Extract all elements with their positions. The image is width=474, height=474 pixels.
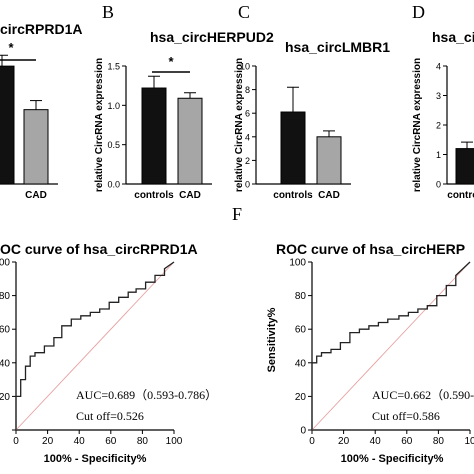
panel-title: ROC curve of hsa_circHERP — [276, 241, 465, 257]
category-label: controls — [447, 190, 474, 201]
roc-curve — [311, 261, 471, 430]
bar-controls — [280, 111, 306, 185]
panel-letter: D — [412, 2, 425, 22]
bar-CAD — [177, 97, 203, 185]
y-axis-label: Sensitivity% — [266, 307, 278, 372]
category-label: CAD — [318, 190, 340, 201]
panel-rprd1a-bar: circRPRD1A CAD * — [0, 21, 82, 201]
auc-label: AUC=0.662（0.590- — [372, 388, 474, 402]
y-tick-label: 40 — [295, 358, 307, 369]
auc-label: AUC=0.689（0.593-0.786） — [76, 388, 217, 402]
panel-letter: C — [238, 2, 250, 22]
category-label: controls — [134, 190, 174, 201]
y-tick-label: 1.5 — [107, 62, 120, 72]
y-axis-label: relative CircRNA expression — [234, 58, 245, 192]
x-tick-label: 100 — [166, 436, 183, 447]
x-tick-label: 20 — [338, 436, 350, 447]
bar-controls — [0, 65, 15, 185]
bar-CAD — [23, 109, 49, 185]
x-tick-label: 80 — [433, 436, 445, 447]
reference-diagonal — [311, 261, 471, 431]
bar-controls — [141, 87, 167, 185]
panel-letter: F — [232, 204, 242, 224]
significance-marker: * — [8, 40, 14, 55]
y-tick-label: 100 — [289, 258, 306, 269]
y-tick-label: 60 — [295, 325, 307, 336]
x-axis-label: 100% - Specificity% — [341, 453, 444, 465]
reference-diagonal — [15, 261, 175, 431]
y-tick-label: 4 — [245, 132, 250, 142]
cutoff-label: Cut off=0.586 — [372, 409, 440, 423]
y-tick-label: 20 — [295, 392, 307, 403]
y-tick-label: 0.0 — [107, 180, 120, 190]
panel-title: hsa_circ — [432, 29, 474, 45]
y-tick-label: 60 — [0, 325, 10, 336]
y-tick-label: 1.0 — [107, 101, 120, 111]
x-tick-label: 0 — [13, 436, 19, 447]
x-tick-label: 40 — [74, 436, 86, 447]
y-axis-label: relative CircRNA expression — [412, 58, 423, 192]
panel-title: hsa_circLMBR1 — [285, 39, 390, 55]
y-tick-label: 0 — [436, 180, 441, 190]
y-tick-label: 20 — [0, 392, 10, 403]
x-tick-label: 60 — [105, 436, 117, 447]
panel-title: circRPRD1A — [0, 21, 82, 37]
y-tick-label: 0 — [245, 180, 250, 190]
y-tick-label: 80 — [295, 291, 307, 302]
y-tick-label: 00 — [0, 258, 10, 269]
y-axis-label: relative CircRNA expression — [94, 58, 105, 192]
category-label: controls — [273, 190, 313, 201]
y-tick-label: 4 — [436, 62, 441, 72]
panel-d-bar: D hsa_circ 0 1 2 3 4 relative CircRNA express… — [412, 2, 474, 201]
y-tick-label: 10 — [240, 62, 250, 72]
y-tick-label: 2 — [436, 121, 441, 131]
bar-controls — [455, 148, 474, 185]
y-tick-label: 8 — [245, 85, 250, 95]
y-tick-label: 80 — [0, 291, 10, 302]
panel-title: OC curve of hsa_circRPRD1A — [0, 241, 198, 257]
y-tick-label: 0 — [300, 426, 306, 437]
x-tick-label: 40 — [370, 436, 382, 447]
y-tick-label: 40 — [0, 358, 10, 369]
y-tick-label: 3 — [436, 91, 441, 101]
y-tick-label: 0.5 — [107, 140, 120, 150]
panel-letter: B — [102, 2, 114, 22]
y-tick-label: 2 — [245, 156, 250, 166]
category-label: CAD — [25, 190, 47, 201]
x-tick-label: 20 — [42, 436, 54, 447]
x-tick-label: 60 — [401, 436, 413, 447]
category-label: CAD — [179, 190, 201, 201]
x-tick-label: 10 — [464, 436, 474, 447]
roc-curve — [15, 261, 175, 430]
panel-title: hsa_circHERPUD2 — [150, 29, 274, 45]
cutoff-label: Cut off=0.526 — [76, 409, 144, 423]
x-tick-label: 80 — [137, 436, 149, 447]
bar-CAD — [316, 136, 342, 185]
x-tick-label: 0 — [309, 436, 315, 447]
x-axis-label: 100% - Specificity% — [44, 453, 147, 465]
significance-marker: * — [168, 54, 174, 69]
y-tick-label: 6 — [245, 109, 250, 119]
panel-herpud2-roc: F ROC curve of hsa_circHERP Sensitivity%… — [232, 204, 474, 465]
y-tick-label: 1 — [436, 150, 441, 160]
